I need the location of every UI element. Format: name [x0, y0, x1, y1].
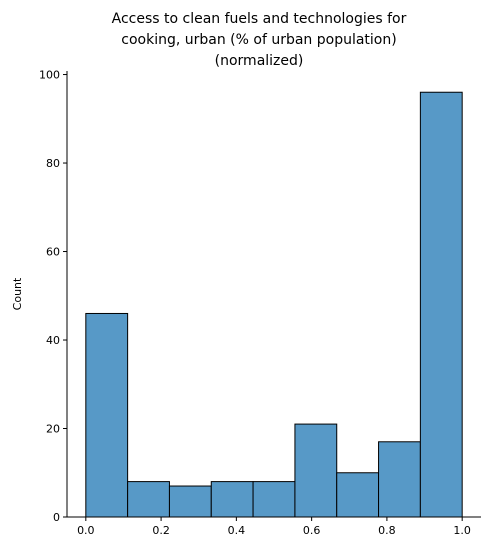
histogram-bar-2 — [169, 486, 211, 517]
histogram-bar-1 — [128, 482, 170, 517]
x-tick-label: 0.2 — [152, 524, 170, 537]
y-tick-label: 20 — [46, 423, 60, 436]
chart-title-line-2: cooking, urban (% of urban population) — [121, 32, 396, 48]
histogram-bar-4 — [253, 482, 295, 517]
bars-group — [86, 92, 462, 517]
histogram-bar-6 — [337, 473, 379, 517]
x-tick-label: 0.6 — [303, 524, 321, 537]
y-axis-label: Count — [11, 277, 24, 310]
y-axis-ticks: 0 20 40 60 80 100 — [39, 69, 67, 524]
chart-title-line-1: Access to clean fuels and technologies f… — [112, 11, 407, 27]
y-tick-label: 100 — [39, 69, 60, 82]
x-tick-label: 1.0 — [453, 524, 471, 537]
histogram-bar-5 — [295, 424, 337, 517]
x-tick-label: 0.8 — [378, 524, 396, 537]
x-tick-label: 0.4 — [228, 524, 246, 537]
histogram-bar-3 — [211, 482, 253, 517]
chart-title-line-3: (normalized) — [215, 53, 304, 69]
x-tick-label: 0.0 — [77, 524, 95, 537]
histogram-bar-7 — [379, 442, 421, 517]
y-tick-label: 0 — [53, 511, 60, 524]
y-tick-label: 80 — [46, 157, 60, 170]
histogram-bar-8 — [420, 92, 462, 517]
y-tick-label: 60 — [46, 246, 60, 259]
histogram-bar-0 — [86, 313, 128, 517]
x-axis-ticks: 0.0 0.2 0.4 0.6 0.8 1.0 — [77, 517, 471, 537]
y-tick-label: 40 — [46, 334, 60, 347]
